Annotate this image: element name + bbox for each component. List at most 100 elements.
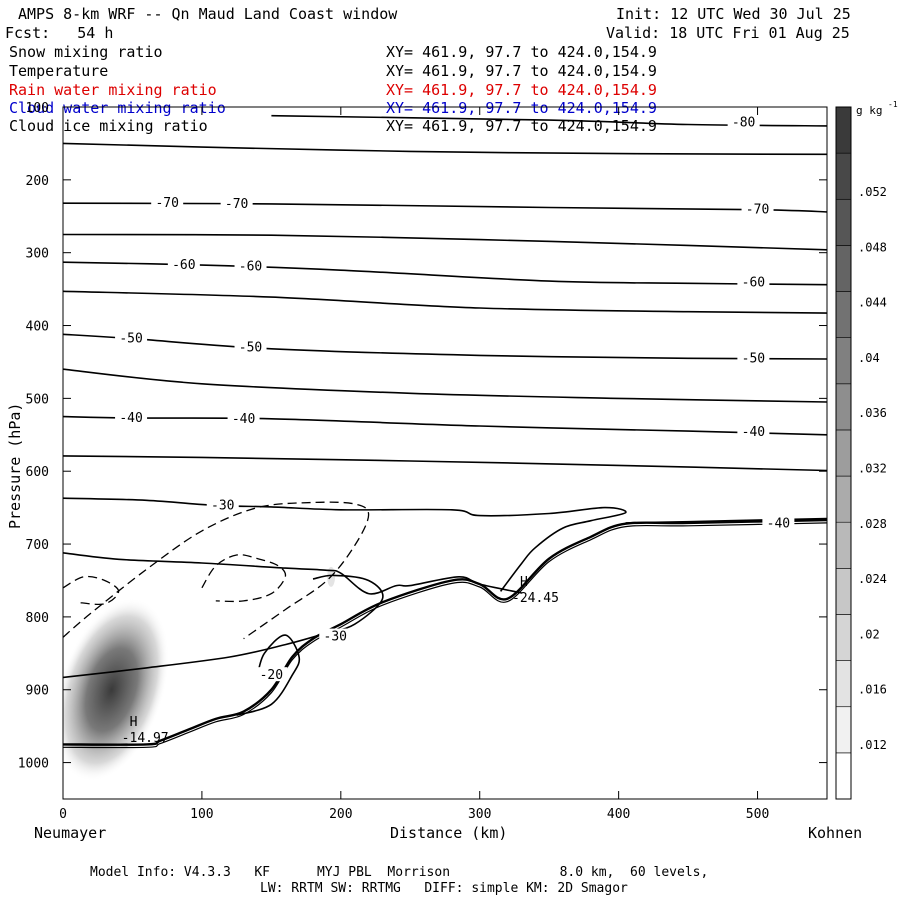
chart-title: AMPS 8-km WRF -- Qn Maud Land Coast wind… bbox=[18, 5, 398, 23]
contour-label-bg bbox=[234, 258, 267, 273]
legend-snow: Snow mixing ratio bbox=[9, 43, 163, 61]
contour-label-bg bbox=[167, 257, 200, 272]
legend-temperature-xy: XY= 461.9, 97.7 to 424.0,154.9 bbox=[386, 62, 657, 80]
contour-label-bg bbox=[737, 274, 770, 289]
legend-temperature: Temperature bbox=[9, 62, 109, 80]
temperature-contour bbox=[63, 233, 827, 251]
contour-label: -30 bbox=[211, 498, 234, 513]
temperature-contour bbox=[63, 552, 522, 595]
colorbar-tick-label: .052 bbox=[858, 185, 887, 199]
snow-contour bbox=[63, 501, 370, 640]
y-tick-label: 900 bbox=[26, 684, 49, 699]
contour-label-bg bbox=[319, 628, 352, 643]
forecast-hour: Fcst: 54 h bbox=[5, 24, 114, 42]
colorbar-unit: g kg bbox=[856, 104, 883, 117]
snow-contours bbox=[63, 501, 370, 640]
contour-label: -70 bbox=[155, 196, 178, 211]
contour-label: -60 bbox=[239, 260, 262, 275]
colorbar-cell bbox=[835, 660, 852, 708]
legend-rain: Rain water mixing ratio bbox=[9, 81, 217, 99]
x-tick-label: 100 bbox=[190, 807, 213, 822]
axes: 0 100 200 300 400 500 100 200 300 400 500 600 700 800… bbox=[18, 101, 827, 822]
colorbar-frame bbox=[835, 106, 852, 800]
physics-info: LW: RRTM SW: RRTMG DIFF: simple KM: 2D S… bbox=[260, 881, 628, 896]
x-tick-label: 300 bbox=[468, 807, 491, 822]
temperature-contour bbox=[63, 290, 827, 314]
temperature-contour bbox=[236, 634, 301, 716]
contour-label: -50 bbox=[239, 340, 262, 355]
y-tick-label: 200 bbox=[26, 174, 49, 189]
contour-label-bg bbox=[206, 497, 239, 512]
x-axis-label: Distance (km) bbox=[390, 824, 508, 842]
contour-label: -40 bbox=[119, 411, 142, 426]
init-time: Init: 12 UTC Wed 30 Jul 25 bbox=[616, 5, 851, 23]
colorbar-cell bbox=[835, 198, 852, 246]
colorbar-cell bbox=[835, 568, 852, 615]
contour-label: -40 bbox=[767, 517, 790, 532]
legend-cloud-ice: Cloud ice mixing ratio bbox=[9, 117, 208, 135]
valid-time: Valid: 18 UTC Fri 01 Aug 25 bbox=[606, 24, 850, 42]
x-tick-label: 500 bbox=[746, 807, 769, 822]
y-tick-label: 500 bbox=[26, 392, 49, 407]
legend-cloud-ice-xy: XY= 461.9, 97.7 to 424.0,154.9 bbox=[386, 117, 657, 135]
contour-label: -50 bbox=[119, 332, 142, 347]
contour-labels: -80 -70 -70 -70 -60 -60 -60 -50 -50 -50 -40 -40 -40 -… bbox=[115, 114, 795, 683]
colorbar-cell bbox=[835, 475, 852, 523]
snow-contour bbox=[63, 575, 120, 606]
colorbar-cell bbox=[835, 429, 852, 477]
contour-label-bg bbox=[737, 423, 770, 438]
contour-label-bg bbox=[741, 201, 774, 216]
y-tick-label: 600 bbox=[26, 465, 49, 480]
extremum-marker: H bbox=[520, 575, 528, 590]
colorbar-cell bbox=[835, 152, 852, 200]
colorbar-cell bbox=[835, 614, 852, 661]
x-endpoint-right: Kohnen bbox=[808, 824, 863, 842]
colorbar-cell bbox=[835, 752, 852, 800]
colorbar-unit-exponent: -1 bbox=[888, 100, 898, 109]
legend-rain-xy: XY= 461.9, 97.7 to 424.0,154.9 bbox=[386, 81, 657, 99]
contour-label: -40 bbox=[232, 412, 255, 427]
x-tick-label: 400 bbox=[607, 807, 630, 822]
colorbar-tick-label: .04 bbox=[858, 351, 880, 365]
terrain-line-inner bbox=[63, 522, 827, 749]
colorbar-cell bbox=[835, 521, 852, 569]
cloud-ice-blob bbox=[63, 597, 170, 782]
contour-label-bg bbox=[762, 515, 795, 530]
temperature-contour bbox=[63, 333, 827, 360]
colorbar-cell bbox=[835, 337, 852, 385]
x-endpoint-left: Neumayer bbox=[34, 824, 107, 842]
y-tick-label: 100 bbox=[26, 101, 49, 116]
contour-label: -60 bbox=[172, 258, 195, 273]
contour-label: -30 bbox=[324, 630, 347, 645]
terrain-line bbox=[63, 518, 827, 746]
contour-label: -60 bbox=[742, 276, 765, 291]
colorbar-cell bbox=[835, 383, 852, 431]
contour-label: -80 bbox=[732, 115, 755, 130]
temperature-contour bbox=[63, 455, 827, 472]
contour-label-bg bbox=[220, 195, 253, 210]
contour-label: -50 bbox=[742, 351, 765, 366]
temperature-contour bbox=[63, 142, 827, 156]
temperature-contour bbox=[63, 497, 627, 592]
y-tick-label: 300 bbox=[26, 247, 49, 262]
contour-label: -70 bbox=[746, 203, 769, 218]
contour-label-bg bbox=[255, 667, 288, 682]
terrain-outline bbox=[63, 518, 827, 749]
temperature-contour bbox=[63, 415, 827, 436]
temperature-contour bbox=[63, 368, 827, 403]
colorbar-cell bbox=[835, 106, 852, 154]
contour-label-bg bbox=[151, 195, 184, 210]
temperature-contours bbox=[63, 114, 827, 716]
y-tick-label: 1000 bbox=[18, 757, 49, 772]
extrema-markers: H-14.97H-24.45 bbox=[122, 575, 559, 746]
contour-label: -70 bbox=[225, 197, 248, 212]
contour-label-bg bbox=[115, 410, 148, 425]
plot-frame bbox=[62, 106, 828, 800]
y-tick-label: 800 bbox=[26, 611, 49, 626]
contour-label-bg bbox=[727, 114, 760, 129]
contour-label: -20 bbox=[260, 668, 283, 683]
colorbar-tick-label: .028 bbox=[858, 517, 887, 531]
colorbar-tick-label: .02 bbox=[858, 627, 880, 641]
snow-contour bbox=[201, 554, 287, 603]
